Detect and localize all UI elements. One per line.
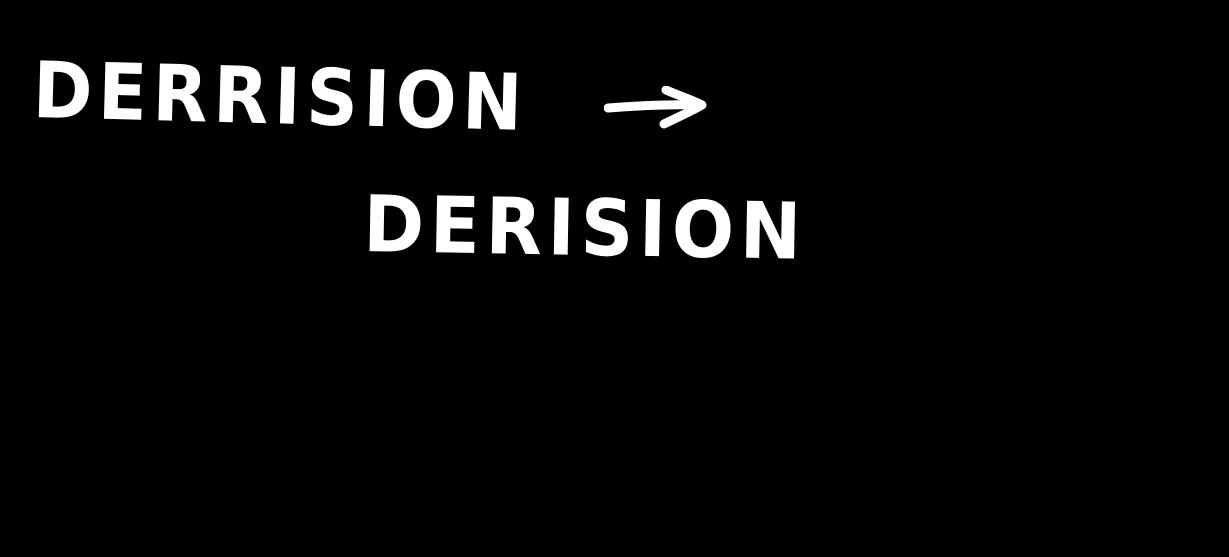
arrow-right-icon [604, 86, 707, 129]
misspelled-word: DERRISION [31, 46, 529, 149]
corrected-word: DERISION [362, 180, 808, 278]
